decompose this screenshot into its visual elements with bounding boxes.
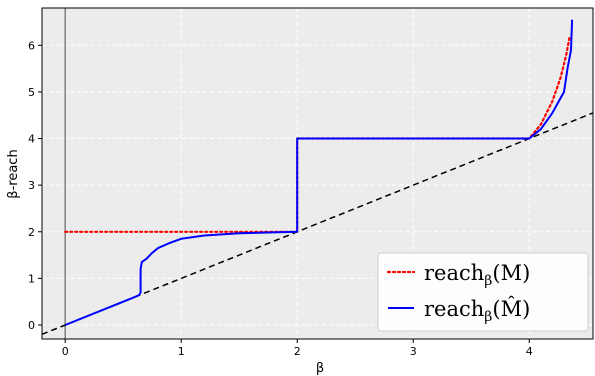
legend-entry-reach-m: reachβ(M): [424, 261, 530, 289]
legend: reachβ(M) reachβ(M̂): [377, 252, 589, 332]
y-tick-label: 0: [28, 319, 35, 332]
x-axis-ticks: 0 1 2 3 4: [62, 339, 533, 358]
series-line-1: [64, 19, 574, 326]
plot-frame: [41, 7, 594, 340]
x-tick-label: 1: [178, 345, 185, 358]
y-tick-label: 6: [28, 39, 35, 52]
x-tick-label: 3: [410, 345, 417, 358]
x-tick-label: 0: [62, 345, 69, 358]
y-tick-label: 3: [28, 179, 35, 192]
x-axis-label: β: [316, 361, 324, 376]
series-group: [64, 19, 574, 326]
legend-box: [377, 252, 589, 332]
y-tick-label: 5: [28, 86, 35, 99]
diagonal-reference-line: [41, 112, 594, 336]
y-tick-label: 4: [28, 133, 35, 146]
x-tick-label: 2: [294, 345, 301, 358]
y-axis-label: β-reach: [6, 149, 21, 198]
series-line-0: [64, 34, 571, 233]
y-tick-label: 1: [28, 272, 35, 285]
legend-entry-reach-m-hat: reachβ(M̂): [424, 297, 530, 325]
x-tick-label: 4: [526, 345, 533, 358]
reference-lines: [41, 8, 594, 339]
y-tick-label: 2: [28, 226, 35, 239]
y-axis-ticks: 0 1 2 3 4 5 6: [28, 39, 42, 332]
